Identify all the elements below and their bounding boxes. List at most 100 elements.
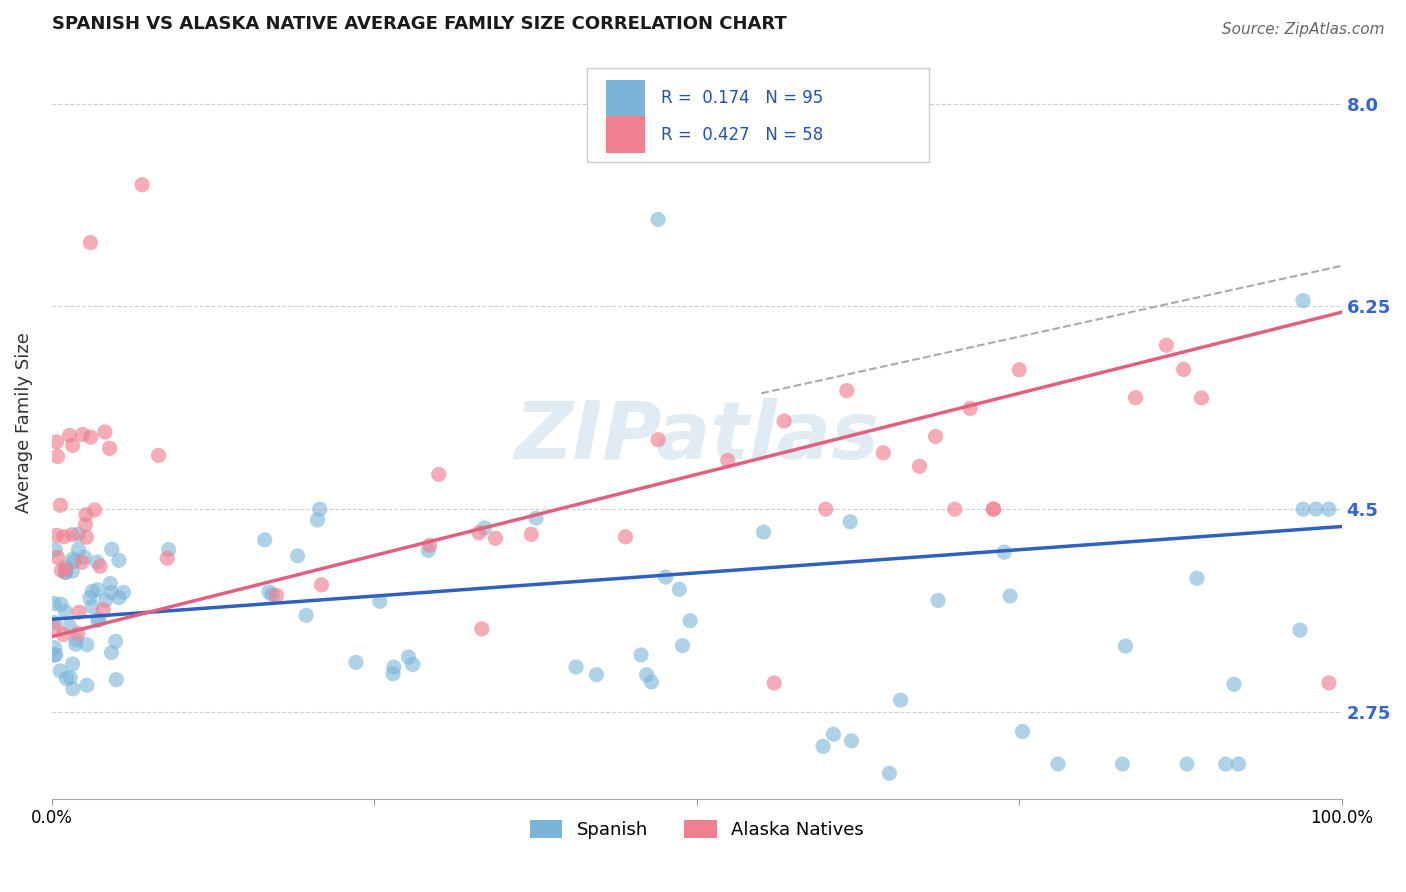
Point xyxy=(835,384,858,398)
Point xyxy=(45,648,67,662)
Point xyxy=(72,427,94,442)
FancyBboxPatch shape xyxy=(588,69,929,162)
Point xyxy=(640,675,662,690)
Point xyxy=(44,621,66,635)
Point xyxy=(924,429,946,443)
Text: Source: ZipAtlas.com: Source: ZipAtlas.com xyxy=(1222,22,1385,37)
Point xyxy=(156,551,179,566)
Point xyxy=(62,438,84,452)
Point xyxy=(75,508,97,522)
Point xyxy=(52,530,75,544)
Point xyxy=(76,678,98,692)
Point xyxy=(1317,676,1340,690)
Point xyxy=(253,533,276,547)
Point xyxy=(484,532,506,546)
Point xyxy=(76,638,98,652)
Point xyxy=(44,648,66,663)
Point xyxy=(468,525,491,540)
Point xyxy=(418,543,440,558)
Point xyxy=(70,555,93,569)
Point xyxy=(585,667,607,681)
Point xyxy=(427,467,450,482)
Point xyxy=(62,657,84,671)
Point xyxy=(105,673,128,687)
Point xyxy=(671,639,693,653)
Point xyxy=(402,657,425,672)
Point xyxy=(67,605,90,619)
Point xyxy=(58,428,80,442)
Point xyxy=(98,576,121,591)
Point xyxy=(83,503,105,517)
Point xyxy=(44,640,66,655)
Point xyxy=(368,594,391,608)
Point xyxy=(98,442,121,456)
Text: R =  0.427   N = 58: R = 0.427 N = 58 xyxy=(661,126,823,144)
Point xyxy=(1215,757,1237,772)
Point xyxy=(63,555,86,569)
Point xyxy=(55,562,77,576)
FancyBboxPatch shape xyxy=(606,80,645,117)
Point xyxy=(87,613,110,627)
Point xyxy=(993,545,1015,559)
Point xyxy=(908,459,931,474)
Point xyxy=(668,582,690,597)
Point xyxy=(66,626,89,640)
Point xyxy=(647,433,669,447)
Point xyxy=(295,608,318,623)
Point xyxy=(763,676,786,690)
Point xyxy=(67,527,90,541)
Point xyxy=(94,593,117,607)
Point xyxy=(1191,391,1213,405)
Point xyxy=(1046,757,1069,772)
Text: R =  0.174   N = 95: R = 0.174 N = 95 xyxy=(661,89,823,107)
Point xyxy=(1011,724,1033,739)
Point xyxy=(59,671,82,685)
Point xyxy=(839,515,862,529)
Point xyxy=(614,530,637,544)
Point xyxy=(717,453,740,467)
FancyBboxPatch shape xyxy=(606,117,645,153)
Point xyxy=(62,681,84,696)
Point xyxy=(100,585,122,599)
Point xyxy=(53,604,76,618)
Point xyxy=(100,542,122,557)
Point xyxy=(76,530,98,544)
Point xyxy=(91,603,114,617)
Point xyxy=(49,664,72,678)
Point xyxy=(44,542,66,557)
Point xyxy=(86,613,108,627)
Point xyxy=(45,528,67,542)
Point xyxy=(398,650,420,665)
Point xyxy=(80,599,103,614)
Point xyxy=(257,585,280,599)
Point xyxy=(814,502,837,516)
Point xyxy=(52,627,75,641)
Point xyxy=(55,566,77,580)
Point xyxy=(55,566,77,580)
Point xyxy=(55,672,77,686)
Point xyxy=(67,542,90,557)
Point xyxy=(879,766,901,780)
Point xyxy=(872,446,894,460)
Point xyxy=(1305,502,1327,516)
Point xyxy=(524,511,547,525)
Point xyxy=(104,634,127,648)
Point xyxy=(108,553,131,567)
Point xyxy=(287,549,309,563)
Point xyxy=(1175,757,1198,772)
Point xyxy=(841,734,863,748)
Point xyxy=(1185,571,1208,585)
Point xyxy=(382,660,405,674)
Point xyxy=(1317,502,1340,516)
Point xyxy=(1156,338,1178,352)
Point xyxy=(983,502,1005,516)
Point xyxy=(58,619,80,633)
Point xyxy=(1292,502,1315,516)
Point xyxy=(49,498,72,512)
Text: SPANISH VS ALASKA NATIVE AVERAGE FAMILY SIZE CORRELATION CHART: SPANISH VS ALASKA NATIVE AVERAGE FAMILY … xyxy=(52,15,786,33)
Point xyxy=(943,502,966,516)
Point xyxy=(983,502,1005,516)
Point xyxy=(45,434,67,449)
Point xyxy=(474,521,496,535)
Point xyxy=(89,559,111,574)
